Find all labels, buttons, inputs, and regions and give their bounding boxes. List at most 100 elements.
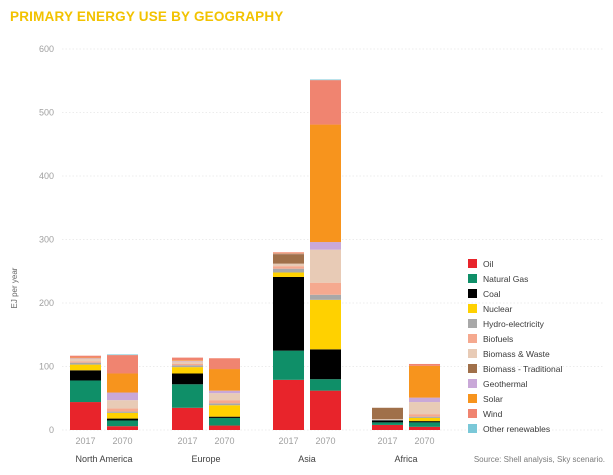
y-tick-label: 300 <box>39 235 54 245</box>
y-tick-label: 0 <box>49 425 54 435</box>
bar-segment <box>172 367 203 374</box>
bar-segment <box>273 263 304 267</box>
bar-segment <box>70 358 101 359</box>
bar-segment <box>409 416 440 418</box>
bar-segment <box>310 79 341 81</box>
bar-year-label: 2070 <box>315 436 335 446</box>
legend-swatch <box>468 304 477 313</box>
bar-segment <box>409 417 440 422</box>
bar-segment <box>172 361 203 364</box>
bar-segment <box>209 405 240 417</box>
legend-item: Nuclear <box>468 301 562 316</box>
legend-item: Wind <box>468 406 562 421</box>
bar-segment <box>273 350 304 380</box>
legend-item: Biofuels <box>468 331 562 346</box>
bar-year-label: 2017 <box>377 436 397 446</box>
bar-segment <box>209 393 240 401</box>
legend-swatch <box>468 364 477 373</box>
legend: Oil Natural Gas Coal Nuclear Hydro-electrici… <box>468 256 562 436</box>
y-tick-label: 100 <box>39 362 54 372</box>
y-tick-label: 500 <box>39 108 54 118</box>
bar-segment <box>107 355 138 374</box>
bar-year-label: 2070 <box>214 436 234 446</box>
legend-label: Coal <box>483 288 501 299</box>
legend-item: Geothermal <box>468 376 562 391</box>
y-axis-label: EJ per year <box>10 267 19 308</box>
bar-segment <box>107 373 138 393</box>
bar-segment <box>107 354 138 356</box>
bar-segment <box>70 355 101 358</box>
bar-segment <box>209 416 240 418</box>
bar-segment <box>372 424 403 430</box>
bar-segment <box>409 363 440 366</box>
legend-label: Biomass - Traditional <box>483 363 563 374</box>
bar-segment <box>107 420 138 427</box>
legend-label: Biomass & Waste <box>483 348 550 359</box>
legend-label: Wind <box>483 408 503 419</box>
bar-segment <box>172 365 203 368</box>
bar-year-label: 2017 <box>177 436 197 446</box>
legend-item: Other renewables <box>468 421 562 436</box>
bar-segment <box>70 370 101 381</box>
bar-segment <box>310 80 341 125</box>
legend-swatch <box>468 259 477 268</box>
bar-segment <box>70 357 101 359</box>
y-tick-label: 600 <box>39 44 54 54</box>
legend-swatch <box>468 334 477 343</box>
legend-swatch <box>468 289 477 298</box>
legend-item: Natural Gas <box>468 271 562 286</box>
legend-label: Biofuels <box>483 333 514 344</box>
bar-segment <box>409 422 440 427</box>
bar-segment <box>310 299 341 350</box>
legend-label: Hydro-electricity <box>483 318 544 329</box>
y-tick-label: 400 <box>39 171 54 181</box>
bar-year-label: 2017 <box>75 436 95 446</box>
bar-segment <box>310 294 341 300</box>
legend-item: Biomass & Waste <box>468 346 562 361</box>
bar-segment <box>310 390 341 430</box>
source-note: Source: Shell analysis, Sky scenario. <box>473 455 605 464</box>
x-axis-labels: 2017 2070 North America 2017 2070 Europe 2017 2… <box>75 436 434 464</box>
bar-segment <box>372 420 403 423</box>
bar-segment <box>409 414 440 417</box>
y-axis-ticks: 0 100 200 300 400 500 600 <box>39 44 54 435</box>
bar-segment <box>409 426 440 430</box>
region-label: Europe <box>191 454 220 464</box>
bar-segment <box>107 412 138 419</box>
region-label: Africa <box>394 454 417 464</box>
bar-segment <box>409 402 440 415</box>
legend-swatch <box>468 319 477 328</box>
legend-label: Solar <box>483 393 503 404</box>
bar-segment <box>172 360 203 362</box>
bar-segment <box>70 358 101 362</box>
bar-segment <box>107 426 138 430</box>
region-label: North America <box>75 454 132 464</box>
bar-segment <box>273 276 304 351</box>
bar-segment <box>209 358 240 370</box>
bar-segment <box>273 253 304 255</box>
bar-segment <box>107 392 138 401</box>
bar-segment <box>209 390 240 394</box>
bar-segment <box>273 252 304 254</box>
bar-segment <box>107 408 138 412</box>
bar-segment <box>273 379 304 430</box>
bar-segment <box>273 252 304 253</box>
region-label: Asia <box>298 454 316 464</box>
bar-segment <box>172 373 203 385</box>
legend-item: Biomass - Traditional <box>468 361 562 376</box>
legend-item: Oil <box>468 256 562 271</box>
bar-segment <box>310 379 341 391</box>
bar-segment <box>172 407 203 430</box>
legend-swatch <box>468 274 477 283</box>
bar-segment <box>107 418 138 421</box>
legend-label: Natural Gas <box>483 273 529 284</box>
bar-segment <box>172 360 203 361</box>
legend-label: Nuclear <box>483 303 513 314</box>
legend-swatch <box>468 424 477 433</box>
bar-segment <box>273 268 304 273</box>
legend-swatch <box>468 394 477 403</box>
bar-segment <box>409 365 440 398</box>
bar-segment <box>172 384 203 408</box>
bar-segment <box>70 361 101 363</box>
